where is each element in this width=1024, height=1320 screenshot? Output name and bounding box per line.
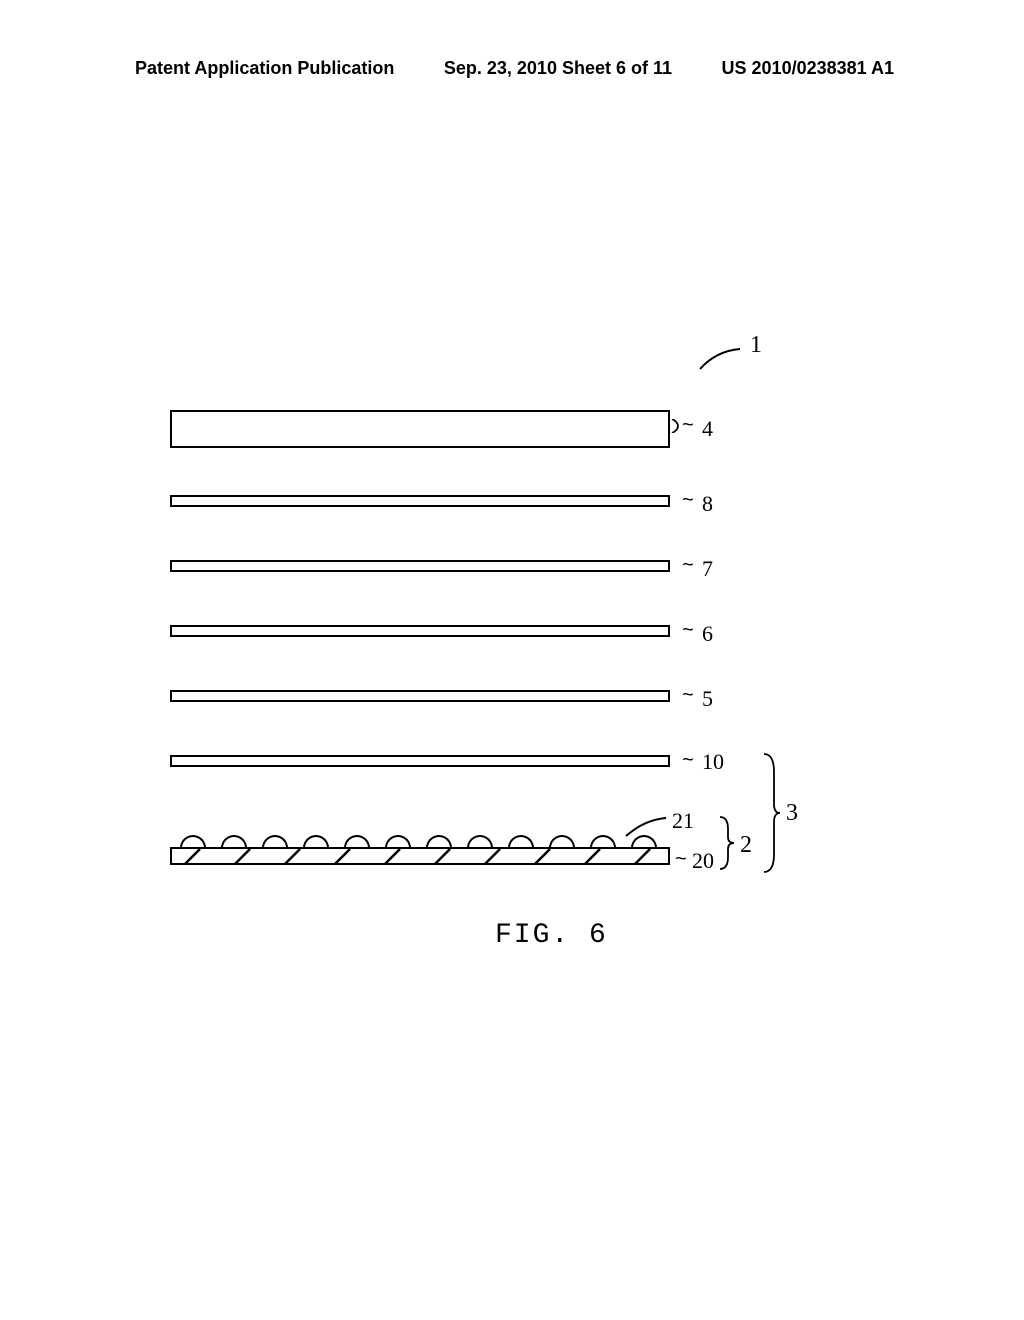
header-date-sheet: Sep. 23, 2010 Sheet 6 of 11 — [444, 58, 672, 79]
header-publication-number: US 2010/0238381 A1 — [722, 58, 894, 79]
layer-8-label: 8 — [702, 491, 713, 517]
label-20-tilde: ~ — [675, 848, 687, 871]
bracket-2 — [718, 815, 736, 871]
label-2: 2 — [740, 832, 752, 859]
layer-7-rect — [170, 560, 670, 572]
figure-diagram: 1 ~ 4 ~ 8 ~ 7 ~ 6 ~ 5 ~ 10 — [170, 350, 870, 910]
assembly-lead-line-1 — [698, 345, 746, 373]
led-lead-line-21 — [622, 816, 670, 838]
label-20: 20 — [692, 848, 714, 874]
bottom-assembly — [170, 835, 670, 867]
layer-5-rect — [170, 690, 670, 702]
layer-5-label: 5 — [702, 686, 713, 712]
layer-8-rect — [170, 495, 670, 507]
layer-6-label: 6 — [702, 621, 713, 647]
substrate-rect — [170, 847, 670, 865]
layer-10-tilde: ~ — [682, 749, 694, 772]
layer-7-label: 7 — [702, 556, 713, 582]
bracket-3 — [762, 752, 782, 874]
header-publication-type: Patent Application Publication — [135, 58, 394, 79]
layer-6-tilde: ~ — [682, 619, 694, 642]
label-21: 21 — [672, 808, 694, 834]
assembly-label-1: 1 — [750, 332, 762, 359]
layer-8-tilde: ~ — [682, 489, 694, 512]
layer-7-tilde: ~ — [682, 554, 694, 577]
layer-4-tilde: ~ — [682, 414, 694, 437]
label-3: 3 — [786, 800, 798, 827]
layer-4-label: 4 — [702, 416, 713, 442]
layer-10-label: 10 — [702, 749, 724, 775]
layer-6-rect — [170, 625, 670, 637]
layer-4-rect — [170, 410, 670, 448]
layer-10-rect — [170, 755, 670, 767]
layer-5-tilde: ~ — [682, 684, 694, 707]
figure-caption: FIG. 6 — [495, 920, 608, 951]
